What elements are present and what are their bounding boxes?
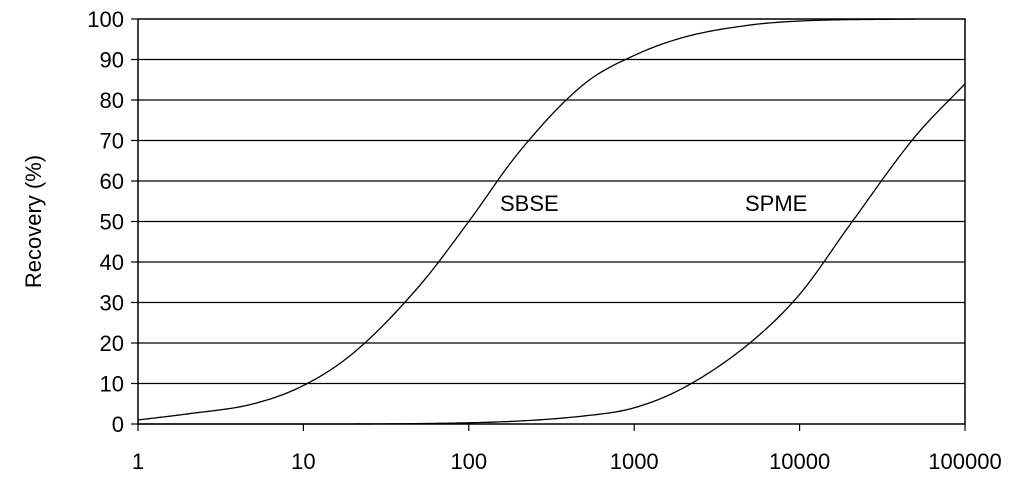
y-tick-label-70: 70 <box>100 129 124 154</box>
y-tick-label-80: 80 <box>100 88 124 113</box>
y-tick-label-0: 0 <box>112 412 124 437</box>
series-line-sbse <box>137 18 916 421</box>
y-tick-label-20: 20 <box>100 331 124 356</box>
y-tick-label-100: 100 <box>87 7 124 32</box>
y-tick-labels: 0 10 20 30 40 50 60 70 80 90 100 <box>87 7 124 437</box>
x-tick-label-1000: 1000 <box>610 449 659 474</box>
y-tick-label-30: 30 <box>100 291 124 316</box>
series-label-sbse: SBSE <box>500 191 559 216</box>
x-tick-label-100: 100 <box>450 449 487 474</box>
y-tick-label-50: 50 <box>100 210 124 235</box>
gridlines <box>138 58 965 385</box>
x-tick-label-10: 10 <box>291 449 315 474</box>
x-tick-labels: 1 10 100 1000 10000 100000 <box>132 449 1002 474</box>
y-tick-label-90: 90 <box>100 48 124 73</box>
x-tick-label-10000: 10000 <box>769 449 830 474</box>
x-tick-label-1: 1 <box>132 449 144 474</box>
y-tick-label-60: 60 <box>100 169 124 194</box>
series-curves <box>137 18 966 425</box>
series-line-spme <box>138 83 966 425</box>
y-tick-label-40: 40 <box>100 250 124 275</box>
x-tick-label-100000: 100000 <box>928 449 1001 474</box>
axis-ticks <box>131 18 966 431</box>
series-label-spme: SPME <box>745 191 807 216</box>
y-tick-label-10: 10 <box>100 372 124 397</box>
y-axis-title: Recovery (%) <box>21 155 46 288</box>
